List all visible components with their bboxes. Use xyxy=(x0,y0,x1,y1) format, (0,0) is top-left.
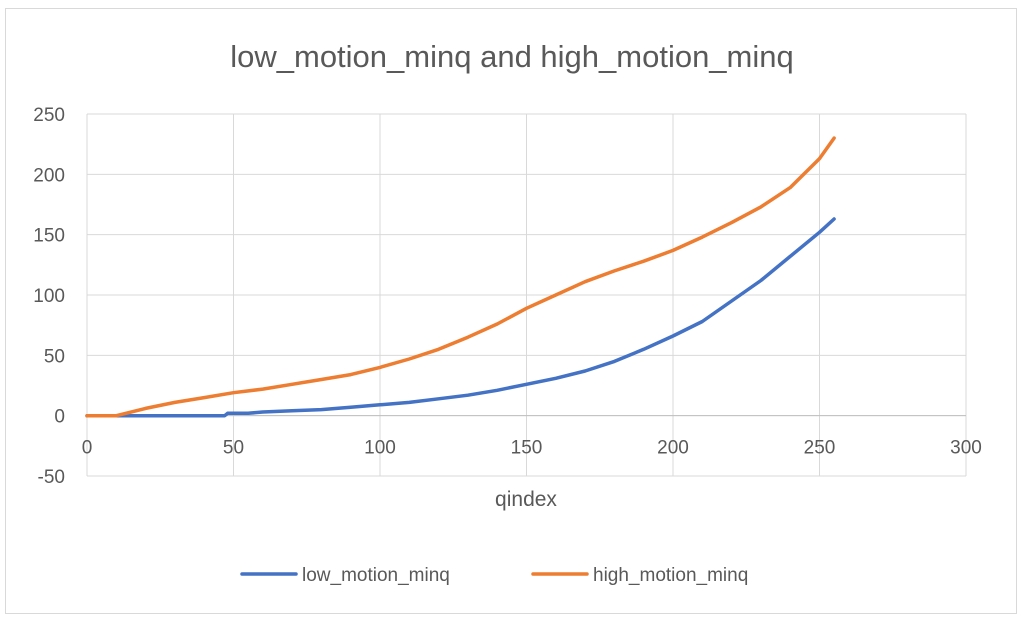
x-tick-label: 300 xyxy=(950,438,982,459)
x-tick-label: 50 xyxy=(223,438,244,459)
x-tick-label: 150 xyxy=(511,438,543,459)
legend-item: high_motion_minq xyxy=(531,565,748,586)
x-tick-label: 100 xyxy=(364,438,396,459)
y-tick-label: 100 xyxy=(33,286,65,307)
legend-label: high_motion_minq xyxy=(593,565,748,586)
series-line-low-motion-minq xyxy=(85,217,836,418)
legend-item: low_motion_minq xyxy=(240,565,450,586)
legend-label: low_motion_minq xyxy=(302,565,450,586)
series-line-high-motion-minq xyxy=(85,136,836,418)
series-lines xyxy=(85,136,836,418)
x-axis-ticks: 0 50 100 150 200 250 300 xyxy=(82,438,982,459)
chart-title: low_motion_minq and high_motion_minq xyxy=(230,39,794,74)
x-tick-label: 0 xyxy=(82,438,93,459)
gridlines xyxy=(86,113,967,477)
x-axis-label: qindex xyxy=(495,488,557,511)
x-tick-label: 200 xyxy=(657,438,689,459)
y-tick-label: 0 xyxy=(54,407,65,428)
x-tick-label: 250 xyxy=(804,438,836,459)
y-tick-label: 150 xyxy=(33,226,65,247)
y-tick-label: -50 xyxy=(38,467,65,488)
y-tick-label: 250 xyxy=(33,105,65,126)
y-tick-label: 200 xyxy=(33,165,65,186)
chart-container: low_motion_minq and high_motion_minq -50… xyxy=(5,8,1017,614)
y-tick-label: 50 xyxy=(44,346,65,367)
legend: low_motion_minq high_motion_minq xyxy=(240,565,748,586)
y-axis-ticks: -50 0 50 100 150 200 250 xyxy=(33,105,65,488)
line-chart: low_motion_minq and high_motion_minq -50… xyxy=(33,39,982,586)
